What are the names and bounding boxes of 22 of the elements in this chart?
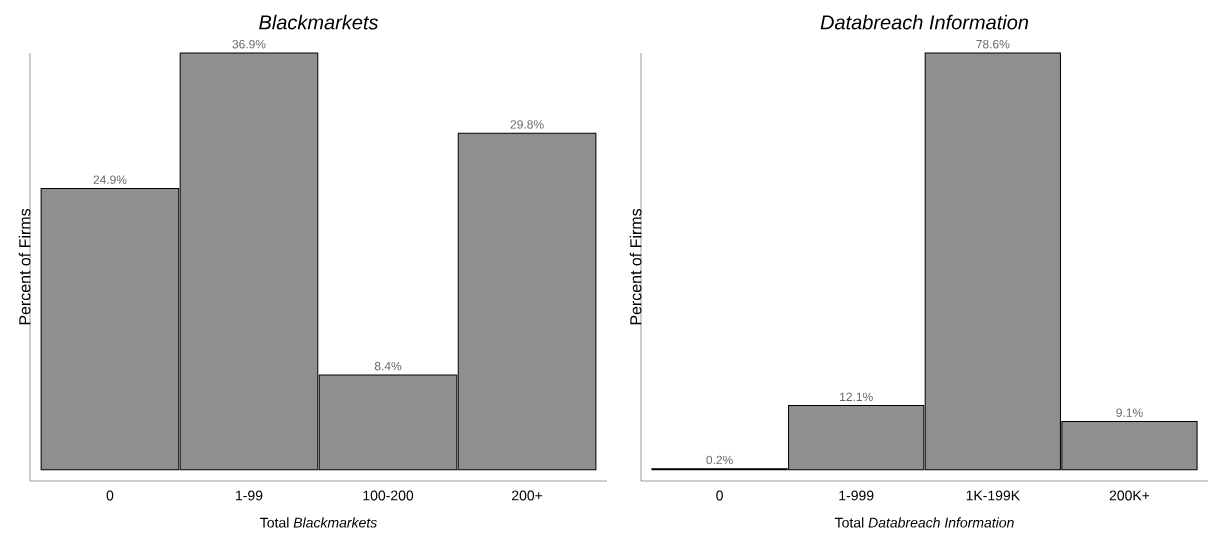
data-label: 12.1%: [840, 392, 873, 402]
chart-title: Blackmarkets: [259, 14, 379, 30]
data-label: 78.6%: [976, 39, 1010, 49]
x-tick-label: 100-200: [363, 490, 414, 501]
x-axis-title: Total Blackmarkets: [260, 517, 377, 528]
y-axis-title: Percent of Firms: [629, 208, 642, 325]
x-tick-label: 200K+: [1109, 490, 1150, 501]
data-label: 8.4%: [374, 361, 402, 371]
data-label: 36.9%: [232, 39, 266, 49]
data-label: 24.9%: [93, 175, 127, 184]
x-tick-label: 1-999: [839, 490, 874, 501]
data-label: 29.8%: [510, 120, 544, 129]
x-axis-title: Total Databreach Information: [834, 517, 1014, 528]
x-tick-label: 0: [716, 490, 723, 501]
data-label: 9.1%: [1116, 408, 1143, 417]
x-tick-label: 1-99: [236, 490, 263, 501]
chart-title: Databreach Information: [820, 14, 1029, 30]
data-label: 0.2%: [706, 455, 733, 465]
x-tick-label: 200+: [512, 490, 543, 501]
x-tick-label: 1K-199K: [966, 490, 1020, 501]
y-axis-title: Percent of Firms: [18, 208, 31, 325]
x-tick-label: 0: [106, 490, 114, 501]
